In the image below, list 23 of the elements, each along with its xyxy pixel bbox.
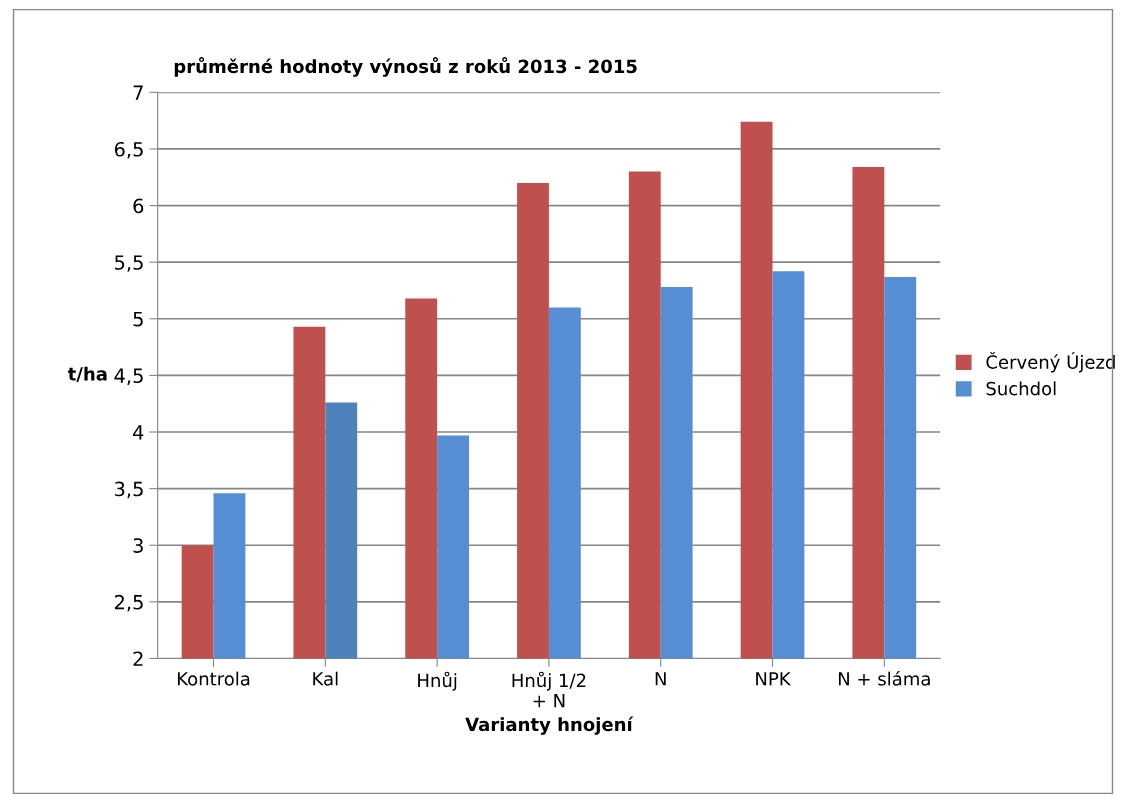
legend-label: Suchdol	[986, 381, 1056, 396]
y-tick-label: 4,5	[114, 368, 143, 386]
y-tick-label: 6	[133, 198, 144, 214]
legend-label: Červený Újezd	[986, 351, 1115, 373]
x-tick-label: Hnůj 1/2 + N	[512, 671, 586, 708]
y-tick-label: 3	[133, 538, 143, 553]
y-tick-label: 2	[133, 651, 143, 666]
x-tick-label: NPK	[756, 672, 792, 686]
x-tick-label: Hnůj	[418, 671, 457, 691]
y-tick-label: 5,5	[115, 255, 143, 272]
y-tick-label: 5	[133, 312, 143, 327]
x-axis-title: Varianty hnojení	[465, 716, 634, 735]
chart-title: průměrné hodnoty výnosů z roků 2013 - 2015	[174, 57, 637, 77]
x-tick-label: Kal	[313, 671, 338, 686]
x-tick-label: N + sláma	[838, 670, 930, 686]
y-tick-label: 6,5	[114, 141, 143, 159]
x-tick-label: Kontrola	[177, 671, 250, 686]
x-tick-label: N	[655, 672, 666, 686]
y-tick-label: 2,5	[114, 594, 143, 612]
y-axis-title: t/ha	[67, 366, 107, 383]
y-tick-label: 3,5	[115, 481, 143, 499]
y-tick-label: 4	[133, 425, 144, 440]
y-tick-label: 7	[133, 85, 143, 100]
